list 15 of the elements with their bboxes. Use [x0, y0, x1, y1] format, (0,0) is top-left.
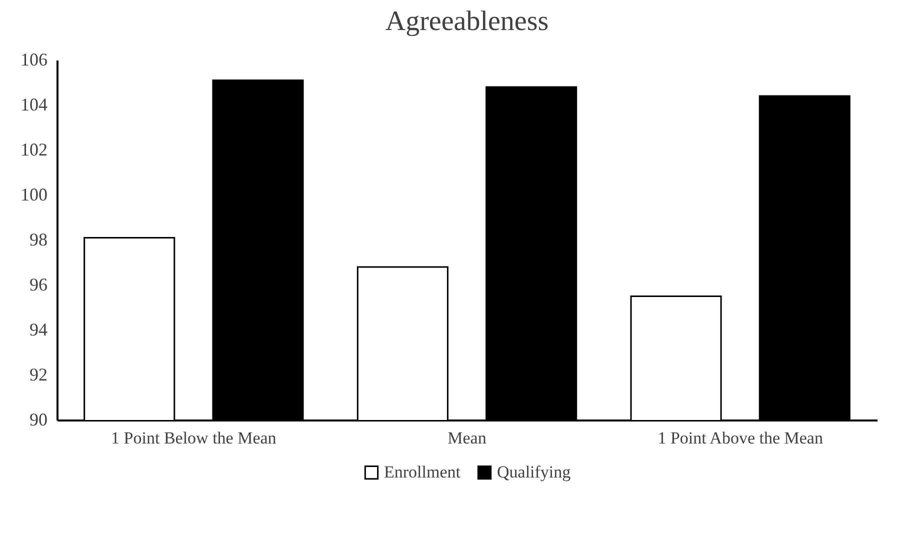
y-tick-label: 94 [30, 320, 48, 340]
x-tick-label: 1 Point Above the Mean [658, 428, 824, 448]
y-tick-label: 96 [30, 274, 48, 294]
x-tick-label: 1 Point Below the Mean [111, 428, 277, 448]
x-tick-label: Mean [448, 428, 487, 448]
y-tick-label: 100 [20, 184, 48, 204]
y-tick-label: 92 [30, 364, 48, 384]
y-tick-label: 102 [20, 140, 48, 160]
legend-label: Qualifying [497, 462, 572, 482]
y-tick-label: 104 [20, 94, 48, 114]
y-tick-label: 98 [30, 230, 48, 250]
y-tick-label: 90 [30, 410, 48, 430]
y-tick-label: 106 [20, 50, 48, 70]
legend-label: Enrollment [384, 462, 461, 482]
chart-title: Agreeableness [385, 6, 549, 37]
